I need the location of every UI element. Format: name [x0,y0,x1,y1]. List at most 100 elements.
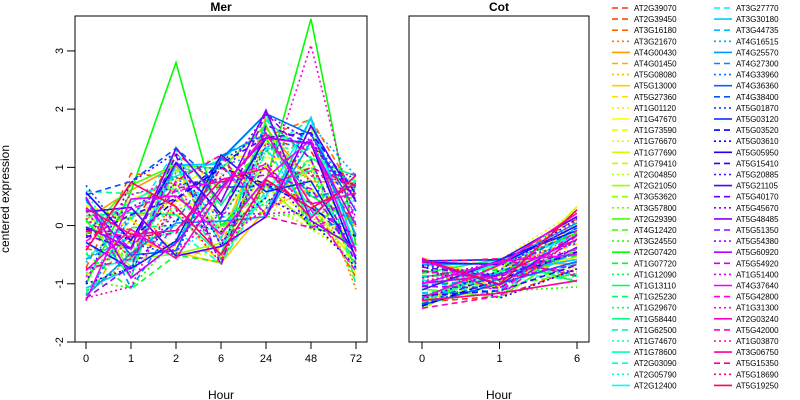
series-lines-cot [421,205,578,311]
series-line [421,257,578,277]
series-line [421,264,578,297]
series-line [421,220,578,299]
x-axis-mer: 0 1 2 6 24 48 72 [83,342,362,365]
series-line [85,111,357,299]
series-line [85,133,357,275]
x-tick-label: 1 [496,353,502,365]
x-axis-label-mer: Hour [208,388,234,400]
legend-entry: AT3G21670 [634,37,677,46]
legend-entry: AT4G27300 [736,60,779,69]
legend-entry: AT3G06750 [736,348,779,357]
series-line [421,247,578,278]
legend-entry: AT4G37640 [736,282,779,291]
legend-entry: AT2G21050 [634,182,677,191]
y-tick-label: 2 [54,106,66,112]
legend-entry: AT5G48485 [736,215,779,224]
series-line [85,138,357,302]
series-line [421,238,578,289]
legend-entry: AT1G13110 [634,282,677,291]
y-tick-label: -1 [54,279,66,289]
series-line [421,239,578,305]
legend-entry: AT4G38400 [736,93,779,102]
legend-entry: AT3G16180 [634,26,677,35]
series-line [421,212,578,299]
series-line [85,167,357,236]
legend-entry: AT2G03090 [634,359,677,368]
panel-title-mer: Mer [210,0,232,14]
x-tick-label: 0 [83,353,89,365]
y-tick-label: -2 [54,337,66,347]
legend-entry: AT3G53620 [634,193,677,202]
series-line [421,251,578,307]
panel-cot: Cot 0 1 6 Hour [408,0,590,400]
series-line [85,113,357,233]
legend-entry: AT1G51400 [736,270,779,279]
y-axis-label: centered expression [0,145,12,253]
legend-entry: AT3G44735 [736,26,779,35]
legend-entry: AT5G42000 [736,326,779,335]
legend-entry: AT5G08080 [634,71,677,80]
legend-entry: AT5G20885 [736,171,779,180]
legend-entry: AT5G21105 [736,182,779,191]
legend-entry: AT5G27360 [634,93,677,102]
legend-entry: AT5G45670 [736,204,779,213]
legend-entry: AT1G03870 [736,337,779,346]
series-line [85,153,357,270]
panel-mer: Mer -2 -1 0 1 2 3 0 1 2 6 24 48 72 Hour [54,0,368,400]
legend-entry: AT1G62500 [634,326,677,335]
legend-entry: AT1G47670 [634,115,677,124]
x-tick-label: 24 [260,353,272,365]
legend-entry: AT1G77690 [634,148,677,157]
series-line [421,251,578,298]
legend-entry: AT1G73590 [634,126,677,135]
series-line [85,131,357,239]
legend-entry: AT1G79410 [634,159,677,168]
legend-entry: AT4G01450 [634,60,677,69]
series-line [85,146,357,230]
legend-entry: AT5G03120 [736,115,779,124]
series-line [85,153,357,270]
panel-title-cot: Cot [489,0,509,14]
series-line [85,145,357,260]
legend-entry: AT4G12420 [634,226,677,235]
legend-entry: AT5G15410 [736,159,779,168]
series-line [421,209,578,286]
legend-entry: AT5G18690 [736,370,779,379]
series-line [421,224,578,308]
series-line [85,197,357,252]
x-tick-label: 72 [350,353,362,365]
legend-entry: AT1G01120 [634,104,677,113]
legend-entry: AT5G51350 [736,226,779,235]
series-line [421,217,578,301]
y-axis-mer: -2 -1 0 1 2 3 [54,48,75,347]
legend-entry: AT2G39450 [634,15,677,24]
legend-entry: AT1G76670 [634,137,677,146]
series-line [85,141,357,265]
legend-entry: AT5G40170 [736,193,779,202]
series-line [85,137,357,280]
legend-entry: AT1G58440 [634,315,677,324]
legend-entry: AT1G25230 [634,293,677,302]
legend-entry: AT2G07420 [634,248,677,257]
legend-entry: AT5G19250 [736,381,779,390]
series-line [421,286,578,304]
series-line [421,227,578,306]
x-tick-label: 1 [128,353,134,365]
legend-entry: AT1G78600 [634,348,677,357]
series-line [85,174,357,257]
series-line [85,166,357,238]
y-tick-label: 0 [54,223,66,229]
series-line [85,108,357,250]
legend-entry: AT5G54920 [736,259,779,268]
legend-entry: AT4G00430 [634,48,677,57]
series-line [421,222,578,266]
legend-entry: AT5G42800 [736,293,779,302]
legend-entry: AT5G13000 [634,82,677,91]
legend-entry: AT2G39070 [634,4,677,13]
series-line [421,219,578,281]
x-axis-cot: 0 1 6 [419,342,580,365]
series-line [421,225,578,294]
legend-entry: AT4G33960 [736,71,779,80]
x-tick-label: 48 [305,353,317,365]
